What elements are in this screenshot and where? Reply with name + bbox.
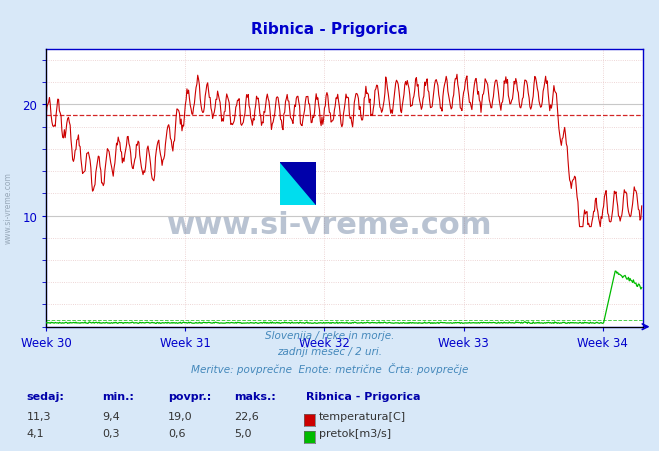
Text: sedaj:: sedaj: [26,391,64,401]
Text: zadnji mesec / 2 uri.: zadnji mesec / 2 uri. [277,346,382,356]
Text: www.si-vreme.com: www.si-vreme.com [3,171,13,244]
Text: 0,6: 0,6 [168,428,186,438]
Polygon shape [280,162,316,205]
Text: 5,0: 5,0 [234,428,252,438]
Text: Slovenija / reke in morje.: Slovenija / reke in morje. [265,330,394,340]
Text: Ribnica - Prigorica: Ribnica - Prigorica [306,391,421,401]
Text: 9,4: 9,4 [102,411,120,421]
Text: 11,3: 11,3 [26,411,51,421]
Text: 4,1: 4,1 [26,428,44,438]
Text: maks.:: maks.: [234,391,275,401]
Text: Meritve: povprečne  Enote: metrične  Črta: povprečje: Meritve: povprečne Enote: metrične Črta:… [191,363,468,375]
Text: Ribnica - Prigorica: Ribnica - Prigorica [251,22,408,37]
Text: www.si-vreme.com: www.si-vreme.com [167,211,492,240]
Text: 19,0: 19,0 [168,411,192,421]
Text: min.:: min.: [102,391,134,401]
Polygon shape [280,162,316,205]
Text: temperatura[C]: temperatura[C] [319,411,406,421]
Text: 0,3: 0,3 [102,428,120,438]
Text: pretok[m3/s]: pretok[m3/s] [319,428,391,438]
Text: 22,6: 22,6 [234,411,259,421]
Text: povpr.:: povpr.: [168,391,212,401]
Polygon shape [280,162,316,205]
